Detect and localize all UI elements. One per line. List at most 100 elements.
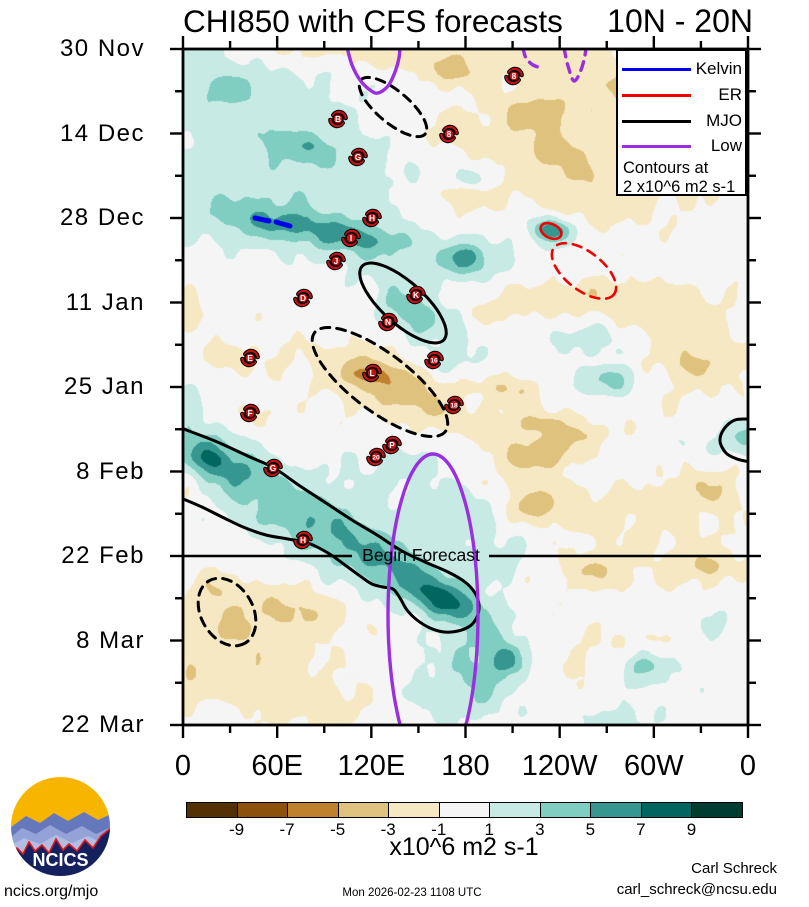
tropical-cyclone-marker: F [240, 403, 260, 423]
tropical-cyclone-marker: J [326, 251, 346, 271]
colorbar-tick-label: -9 [228, 820, 245, 839]
cyclone-marker-label: N [385, 317, 391, 327]
legend-box: Kelvin ER MJO Low Contours at 2 x10^6 m2 s-… [616, 49, 747, 196]
cyclone-arm-icon [383, 444, 398, 454]
cyclone-arm-icon [382, 313, 397, 323]
tropical-cyclone-marker: G [348, 147, 368, 167]
cyclone-arm-icon [425, 359, 440, 369]
colorbar-tick-label: 7 [636, 820, 646, 839]
cyclone-eye-icon [443, 128, 455, 140]
cyclone-marker-label: 18 [450, 403, 458, 410]
cyclone-arm-icon [366, 364, 381, 374]
cyclone-arm-icon [349, 156, 364, 166]
colorbar-segment [337, 802, 390, 818]
colorbar-segment [186, 802, 238, 818]
legend-line-er [622, 94, 691, 97]
colorbar-segment [438, 802, 491, 818]
y-tick-label: 25 Jan [63, 373, 145, 400]
cyclone-arm-icon [505, 75, 520, 85]
cyclone-marker-label: E [247, 353, 253, 363]
cyclone-marker-label: 20 [372, 455, 380, 462]
cyclone-arm-icon [294, 297, 309, 307]
colorbar-tick-label: -5 [330, 820, 346, 839]
logo-ridge [11, 826, 110, 876]
colorbar: -9 -7 -5 -3 -1 1 3 5 7 9 [186, 802, 743, 838]
low-contour-dashed [521, 49, 544, 70]
y-tick-label: 30 Nov [59, 35, 145, 62]
tropical-cyclone-marker: B [328, 109, 348, 129]
cyclone-arm-icon [443, 125, 458, 135]
tropical-cyclone-marker: L [362, 363, 382, 383]
cyclone-marker-label: G [355, 152, 362, 162]
cyclone-marker-label: H [300, 535, 306, 545]
cyclone-eye-icon [297, 292, 309, 304]
cyclone-marker-label: J [334, 256, 339, 266]
cyclone-arm-icon [363, 217, 378, 227]
cyclone-eye-icon [428, 354, 440, 366]
cyclone-arm-icon [428, 351, 443, 361]
wave-contours [183, 49, 748, 725]
cyclone-arm-icon [330, 252, 345, 262]
legend-note-line2: 2 x10^6 m2 s-1 [623, 178, 736, 196]
cyclone-eye-icon [382, 316, 394, 328]
mjo-contour-solid [718, 417, 748, 464]
cyclone-arm-icon [379, 321, 394, 331]
colorbar-tick-label: 1 [484, 820, 494, 839]
cyclone-eye-icon [508, 70, 520, 82]
cyclone-marker-label: L [369, 368, 374, 378]
mjo-contour-dashed [196, 576, 258, 648]
legend-label-er: ER [718, 85, 742, 104]
cyclone-marker-label: B [335, 114, 341, 124]
cyclone-arm-icon [241, 357, 256, 367]
cyclone-arm-icon [386, 436, 401, 446]
cyclone-arm-icon [508, 67, 523, 77]
legend-note-line1: Contours at [623, 159, 709, 177]
tropical-cyclone-marker: N [378, 312, 398, 332]
tropical-cyclone-marker: D [293, 288, 313, 308]
tropical-cyclone-marker: G [263, 458, 283, 478]
colorbar-tick-label: -1 [431, 820, 447, 839]
cyclone-marker-label: F [247, 408, 252, 418]
cyclone-eye-icon [370, 451, 382, 463]
cyclone-eye-icon [345, 232, 357, 244]
tropical-cyclone-marker: H [293, 530, 313, 550]
y-tick-label: 14 Dec [59, 119, 145, 147]
colorbar-tick-label: 9 [686, 820, 697, 839]
cyclone-arm-icon [332, 110, 347, 120]
cyclone-arm-icon [407, 294, 422, 304]
er-contour-dashed [550, 241, 618, 301]
begin-forecast-label: Begin Forecast [362, 545, 480, 565]
footer-author: Carl Schreck [691, 860, 777, 877]
kelvin-contour-solid [252, 215, 272, 224]
cyclone-marker-label: G [270, 463, 277, 473]
cyclone-markers: 8 8 B G H I J D K N E 16 L 18 F P 20 G H [240, 66, 524, 550]
tropical-cyclone-marker: P [382, 435, 402, 455]
colorbar-tick-label: 5 [585, 820, 596, 839]
cyclone-marker-label: 8 [447, 129, 452, 139]
cyclone-eye-icon [332, 113, 344, 125]
cyclone-marker-label: I [350, 233, 352, 243]
cyclone-marker-label: K [413, 290, 419, 300]
er-contour-solid [539, 221, 563, 241]
cyclone-arm-icon [445, 404, 460, 414]
y-tick-label: 22 Mar [61, 711, 145, 738]
legend-label-mjo: MJO [706, 111, 742, 130]
y-tick-label: 8 Feb [76, 457, 145, 485]
cyclone-eye-icon [330, 255, 342, 267]
colorbar-segment [590, 802, 642, 818]
colorbar-tick-label: -7 [279, 820, 295, 839]
colorbar-segment [388, 802, 440, 818]
colorbar-segment [236, 802, 289, 818]
legend-label-kelvin: Kelvin [695, 59, 742, 78]
legend-line-kelvin [622, 68, 691, 71]
mjo-contour-solid [183, 427, 481, 634]
y-tick-label: 8 Mar [76, 626, 145, 654]
tropical-cyclone-marker: 16 [424, 350, 444, 370]
y-tick-label: 22 Feb [61, 542, 145, 569]
cyclone-marker-label: H [369, 213, 375, 223]
legend-line-low [622, 145, 691, 148]
kelvin-contour-solid [273, 219, 293, 229]
cyclone-arm-icon [366, 209, 381, 219]
